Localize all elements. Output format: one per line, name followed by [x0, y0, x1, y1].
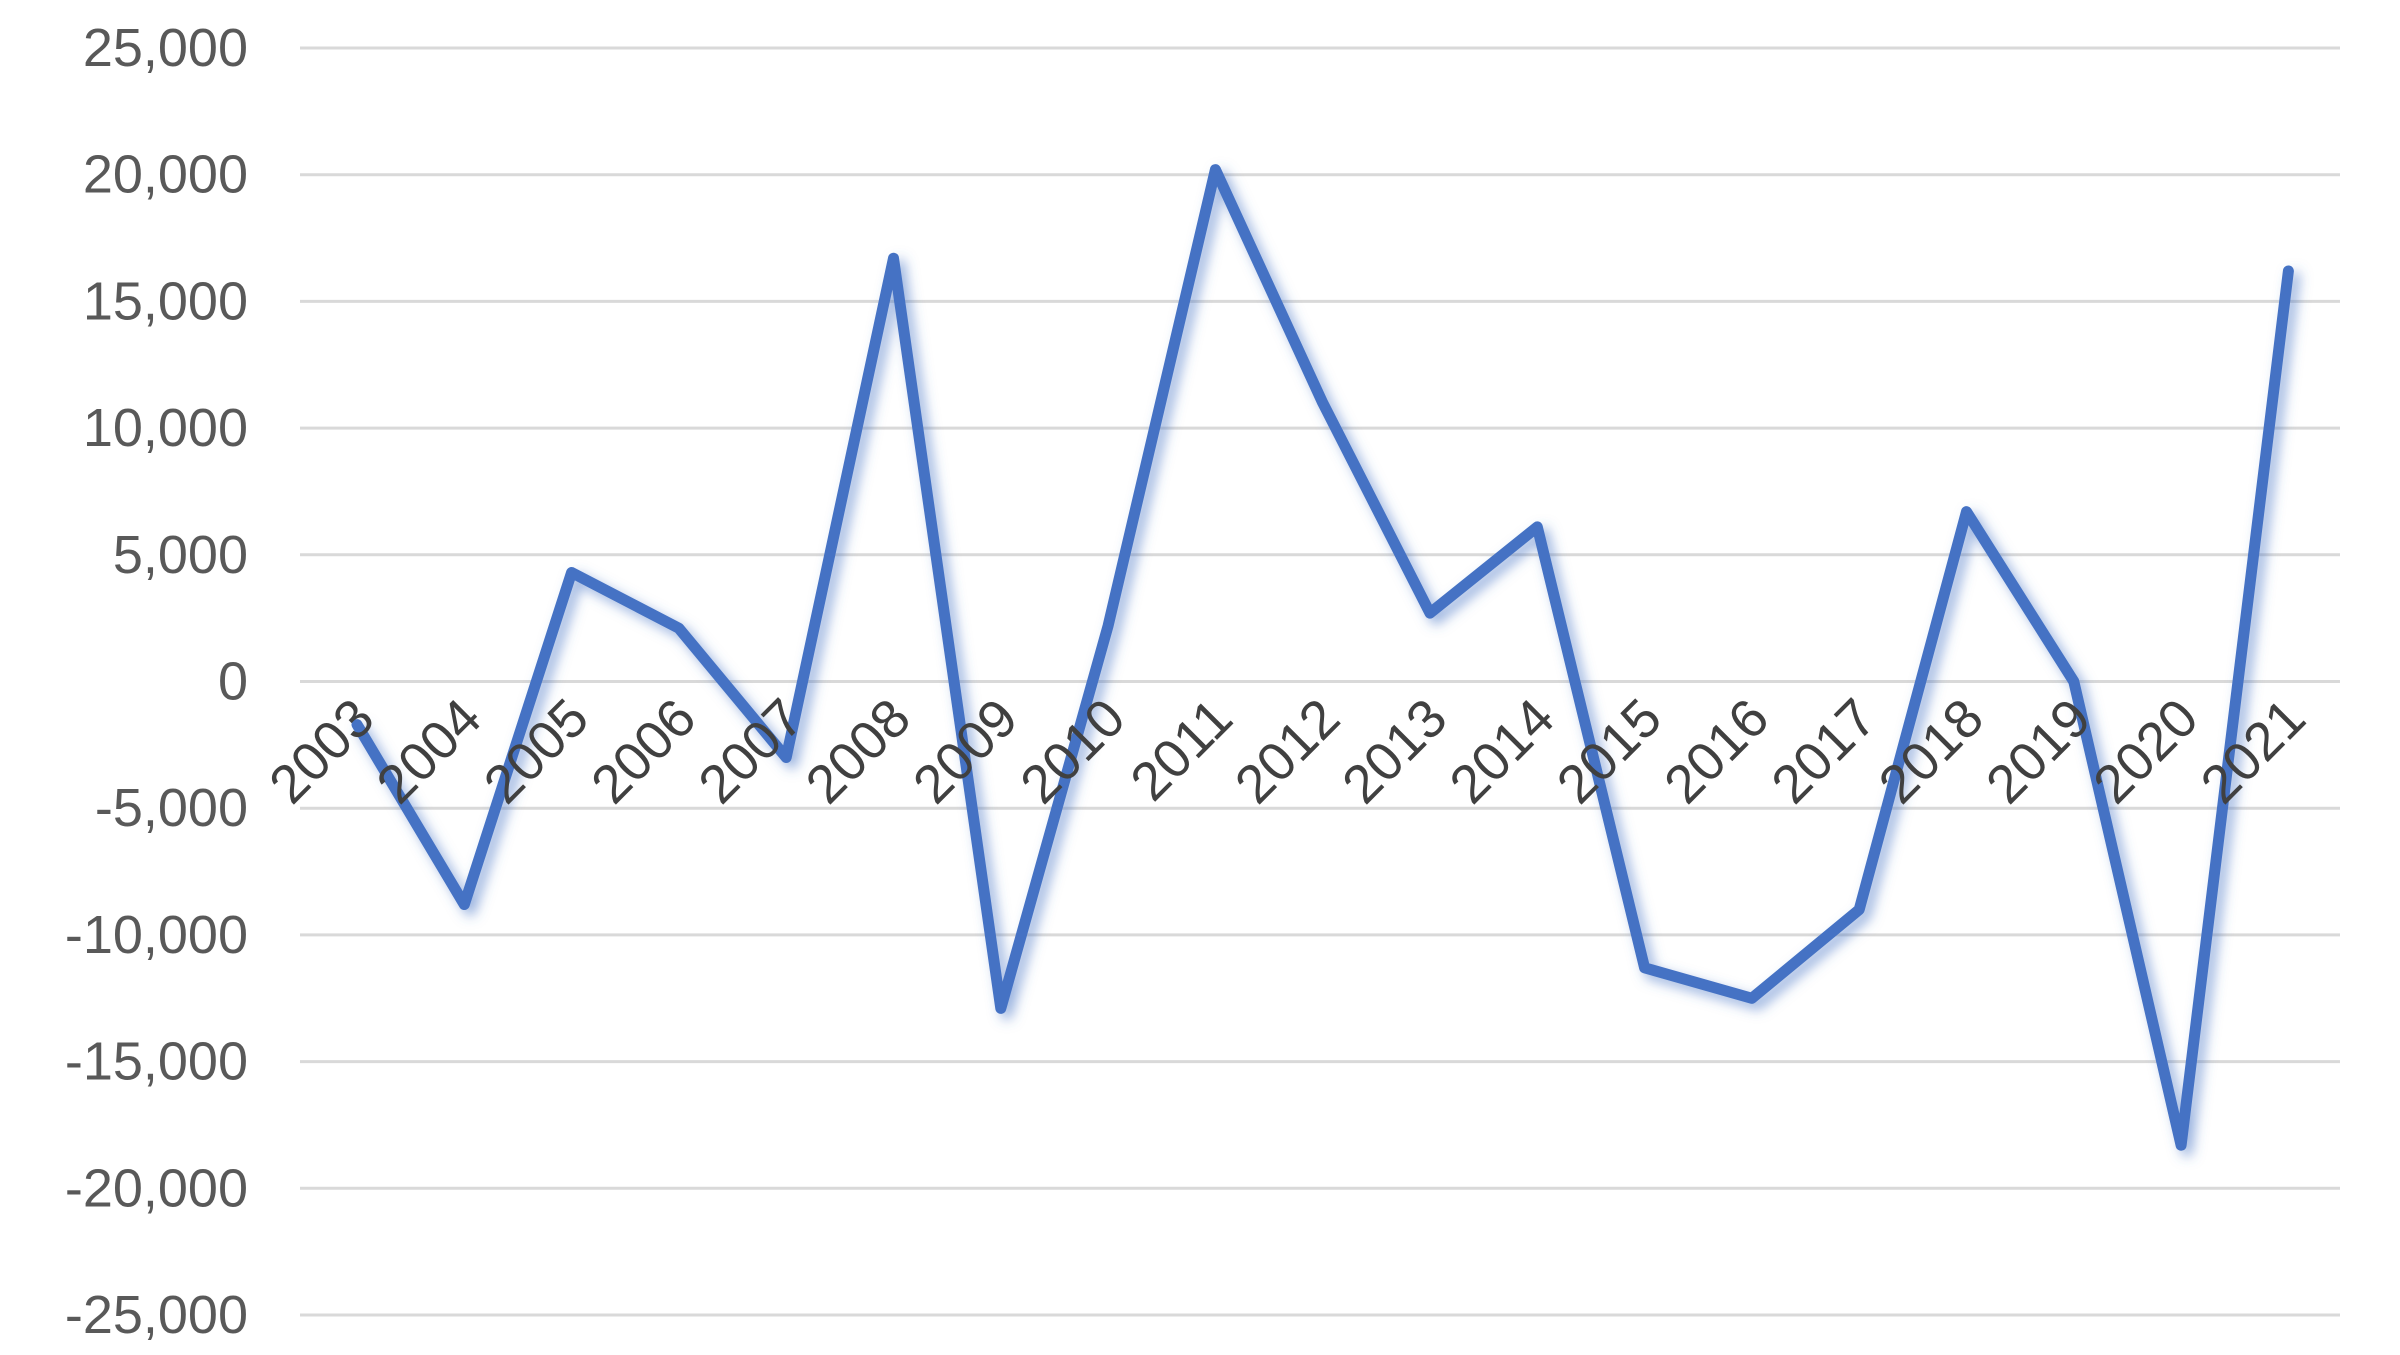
- x-tick-label: 2008: [795, 688, 922, 815]
- x-tick-label: 2004: [365, 688, 492, 815]
- gridlines: [300, 46, 2340, 1317]
- y-tick-label: -10,000: [65, 905, 248, 965]
- data-point: [2069, 677, 2079, 687]
- data-point: [1103, 621, 1113, 631]
- x-tick-label: 2014: [1438, 688, 1565, 815]
- y-tick-label: 0: [218, 652, 248, 712]
- y-tick-label: 5,000: [113, 525, 248, 585]
- x-tick-label: 2006: [580, 688, 707, 815]
- y-tick-label: 25,000: [83, 18, 248, 78]
- data-point: [459, 899, 469, 909]
- data-point: [1747, 993, 1757, 1003]
- data-point: [567, 568, 577, 578]
- x-tick-label: 2016: [1653, 688, 1780, 815]
- data-point: [2283, 266, 2293, 276]
- y-tick-label: 10,000: [83, 398, 248, 458]
- x-tick-label: 2003: [258, 688, 385, 815]
- data-point: [996, 1003, 1006, 1013]
- y-tick-label: 15,000: [83, 271, 248, 331]
- data-point: [889, 253, 899, 263]
- series-line: [351, 164, 2294, 1151]
- data-point: [1854, 905, 1864, 915]
- data-point: [1532, 522, 1542, 532]
- data-point: [1425, 608, 1435, 618]
- data-point: [1640, 963, 1650, 973]
- data-point: [2176, 1140, 2186, 1150]
- x-tick-label: 2012: [1224, 688, 1351, 815]
- y-tick-label: -15,000: [65, 1032, 248, 1092]
- x-tick-label: 2011: [1119, 688, 1244, 813]
- x-tick-label: 2005: [473, 688, 600, 815]
- x-tick-label: 2013: [1331, 688, 1458, 815]
- x-axis-tick-labels: 2003200420052006200720082009201020112012…: [258, 688, 2317, 815]
- data-point: [1210, 165, 1220, 175]
- x-tick-label: 2010: [1009, 688, 1136, 815]
- y-tick-label: -25,000: [65, 1285, 248, 1345]
- series-layer: [351, 164, 2294, 1151]
- x-tick-label: 2017: [1760, 688, 1887, 815]
- data-point: [1318, 398, 1328, 408]
- y-tick-label: -20,000: [65, 1158, 248, 1218]
- x-tick-label: 2015: [1546, 688, 1673, 815]
- x-tick-label: 2021: [2190, 688, 2317, 815]
- y-tick-label: -5,000: [95, 778, 248, 838]
- y-axis-tick-labels: 25,000 20,000 15,000 10,000 5,000 0 -5,000 -10,…: [65, 18, 248, 1345]
- data-point: [1962, 507, 1972, 517]
- y-tick-label: 20,000: [83, 145, 248, 205]
- data-point: [674, 623, 684, 633]
